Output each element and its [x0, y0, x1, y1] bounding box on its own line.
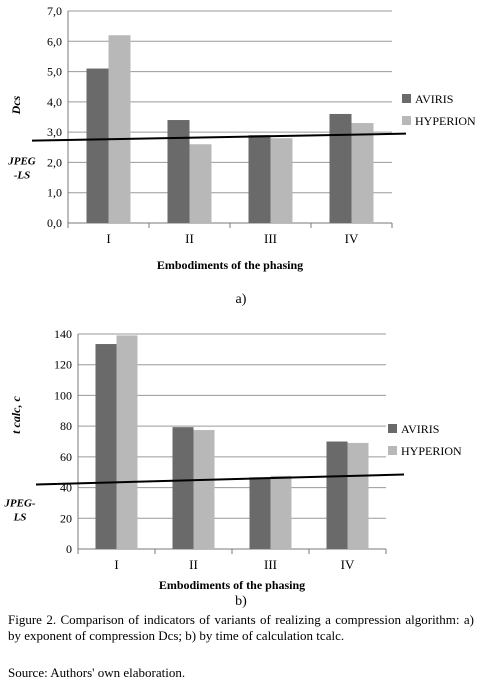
y-tick-label: 2,0	[47, 155, 62, 169]
reference-line	[31, 132, 407, 142]
reference-line-label: -LS	[14, 170, 31, 182]
legend-swatch-aviris	[402, 94, 411, 103]
bar-hyperion	[193, 430, 215, 549]
bar-aviris	[329, 113, 352, 223]
bar-aviris	[86, 68, 109, 224]
bar-aviris	[326, 441, 348, 549]
x-axis-label: Embodiments of the phasing	[159, 578, 305, 592]
chart-a: 0,01,02,03,04,05,06,07,0I II III IVEmbodime…	[7, 4, 476, 272]
reference-line	[35, 473, 405, 486]
panel-label-a: a)	[235, 292, 247, 307]
y-tick-label: 1,0	[47, 186, 62, 200]
x-category-label: II	[185, 231, 194, 246]
bar-hyperion	[347, 442, 369, 549]
y-tick-label: 0	[66, 542, 72, 556]
y-tick-label: 3,0	[47, 125, 62, 139]
source-note: Source: Authors' own elaboration.	[8, 665, 186, 680]
x-category-label: III	[264, 231, 277, 246]
bar-aviris	[172, 427, 194, 549]
y-tick-label: 60	[60, 450, 72, 464]
bar-aviris	[167, 120, 190, 223]
reference-line-label: JPEG-	[3, 497, 36, 509]
legend-swatch-hyperion	[402, 116, 411, 125]
y-tick-label: 120	[54, 358, 72, 372]
y-tick-label: 140	[54, 327, 72, 341]
y-tick-label: 100	[54, 388, 72, 402]
y-axis-label: Dcs	[9, 95, 23, 115]
reference-line-label: JPEG	[7, 156, 36, 168]
bar-hyperion	[351, 123, 374, 223]
bar-hyperion	[270, 475, 292, 549]
x-category-label: I	[114, 557, 118, 572]
figure-caption: Figure 2. Comparison of indicators of va…	[8, 612, 474, 643]
x-category-label: IV	[345, 231, 359, 246]
bar-hyperion	[108, 35, 131, 223]
panel-label-b: b)	[235, 594, 247, 609]
x-axis-label: Embodiments of the phasing	[157, 258, 303, 272]
legend-swatch-aviris	[388, 424, 397, 433]
x-category-label: I	[106, 231, 110, 246]
y-tick-label: 5,0	[47, 65, 62, 79]
legend-swatch-hyperion	[388, 446, 397, 455]
x-category-label: III	[264, 557, 277, 572]
bar-hyperion	[116, 335, 138, 549]
bar-aviris	[249, 477, 271, 549]
y-tick-label: 4,0	[47, 95, 62, 109]
y-tick-label: 80	[60, 419, 72, 433]
bar-hyperion	[189, 144, 212, 223]
legend-label-aviris: AVIRIS	[401, 422, 439, 436]
reference-line-label: LS	[13, 511, 27, 523]
bar-hyperion	[270, 138, 293, 223]
y-tick-label: 6,0	[47, 34, 62, 48]
bar-aviris	[248, 135, 271, 223]
y-tick-label: 0,0	[47, 216, 62, 230]
legend-label-hyperion: HYPERION	[415, 114, 476, 128]
legend-label-aviris: AVIRIS	[415, 92, 453, 106]
y-axis-label: t calc, c	[9, 396, 23, 434]
x-category-label: II	[189, 557, 198, 572]
y-tick-label: 7,0	[47, 4, 62, 18]
x-category-label: IV	[341, 557, 355, 572]
bar-aviris	[95, 344, 117, 549]
y-tick-label: 20	[60, 511, 72, 525]
legend-label-hyperion: HYPERION	[401, 444, 462, 458]
